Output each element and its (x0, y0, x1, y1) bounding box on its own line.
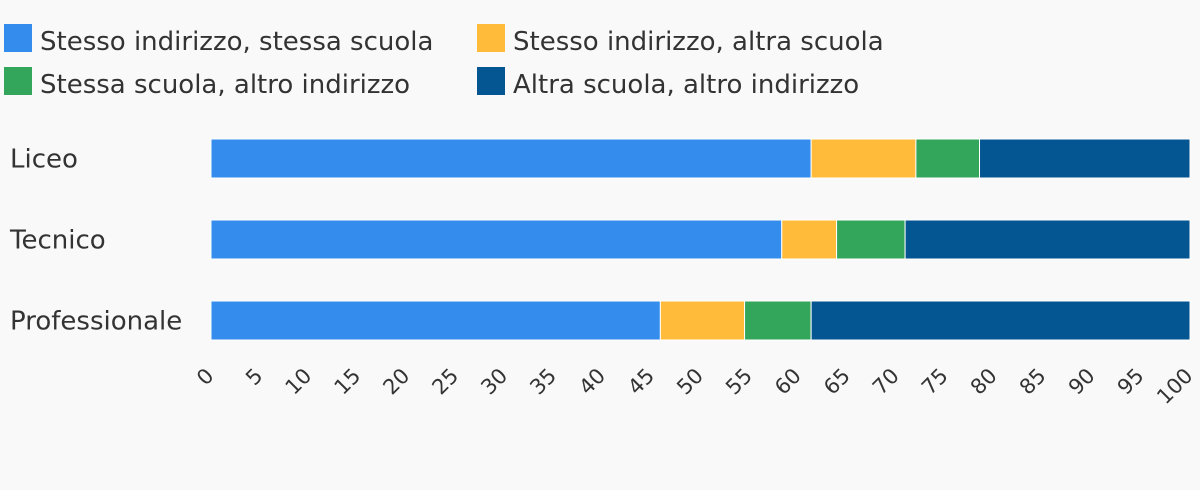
chart-legend: Stesso indirizzo, stessa scuola Stesso in… (4, 24, 884, 100)
x-tick-label: 95 (1113, 364, 1149, 400)
legend-label: Stesso indirizzo, altra scuola (513, 27, 884, 57)
legend-swatch (4, 67, 32, 95)
x-tick-label: 20 (378, 364, 414, 400)
x-tick-label: 0 (192, 364, 218, 390)
x-tick-label: 25 (427, 364, 463, 400)
legend-label: Stesso indirizzo, stessa scuola (40, 27, 433, 57)
x-tick-label: 60 (770, 364, 806, 400)
bar-segment (979, 138, 1191, 179)
bar-segment (659, 300, 746, 341)
bar-segment (210, 138, 812, 179)
x-tick-label: 5 (241, 364, 267, 390)
bar-segment (810, 138, 917, 179)
x-tick-label: 40 (574, 364, 610, 400)
bar-segment (744, 300, 812, 341)
legend-swatch (477, 24, 505, 52)
category-label: Liceo (10, 145, 78, 175)
legend-label: Altra scuola, altro indirizzo (513, 70, 859, 100)
x-tick-label: 35 (525, 364, 561, 400)
category-labels: Liceo Tecnico Professionale (9, 145, 182, 337)
x-tick-label: 80 (966, 364, 1002, 400)
legend-swatch (477, 67, 505, 95)
bar-segment (915, 138, 981, 179)
x-tick-label: 100 (1152, 364, 1197, 409)
bar-segment (210, 300, 661, 341)
legend-label: Stessa scuola, altro indirizzo (40, 70, 410, 100)
x-tick-label: 55 (721, 364, 757, 400)
x-tick-label: 50 (672, 364, 708, 400)
bar-segment (781, 219, 838, 260)
x-tick-label: 75 (917, 364, 953, 400)
x-tick-label: 65 (819, 364, 855, 400)
bars-area (210, 138, 1191, 341)
legend-swatch (4, 24, 32, 52)
category-label: Tecnico (9, 226, 106, 256)
x-tick-label: 30 (476, 364, 512, 400)
bar-segment (904, 219, 1191, 260)
x-tick-label: 85 (1015, 364, 1051, 400)
x-tick-label: 15 (330, 364, 366, 400)
x-axis-ticks: 0 5 10 15 20 25 30 35 40 45 50 55 60 65 70 75 80 85 90 95 10… (192, 364, 1197, 409)
bar-segment (836, 219, 906, 260)
x-tick-label: 10 (281, 364, 317, 400)
category-label: Professionale (10, 307, 182, 337)
x-tick-label: 45 (623, 364, 659, 400)
bar-segment (810, 300, 1191, 341)
bar-segment (210, 219, 783, 260)
x-tick-label: 70 (868, 364, 904, 400)
x-tick-label: 90 (1064, 364, 1100, 400)
